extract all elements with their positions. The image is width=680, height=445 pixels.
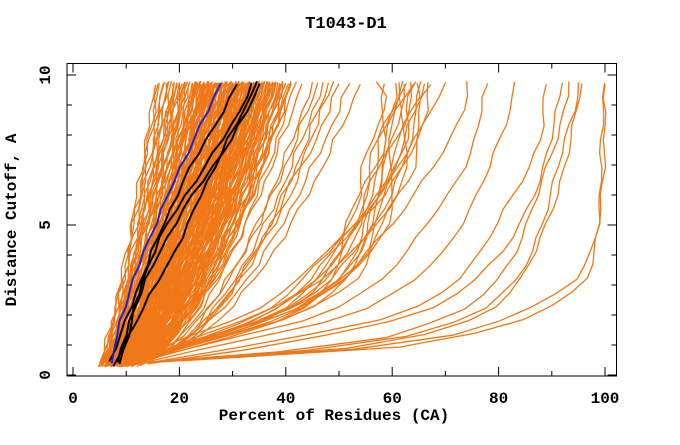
prediction-curve <box>136 82 330 365</box>
x-tick-label: 0 <box>68 390 78 408</box>
prediction-curve <box>120 82 244 365</box>
prediction-curve <box>117 82 429 366</box>
prediction-curve <box>121 81 469 368</box>
prediction-curve <box>141 83 606 364</box>
prediction-curve <box>128 83 351 364</box>
prediction-curve <box>98 83 165 364</box>
prediction-curves-orange <box>97 80 607 368</box>
prediction-curve <box>126 84 262 362</box>
model-curves-black <box>108 80 261 367</box>
chart-title: T1043-D1 <box>305 15 387 34</box>
x-axis-label: Percent of Residues (CA) <box>219 407 449 425</box>
axis-tick-labels: 0 20 40 60 80 100 0 5 10 <box>37 65 619 408</box>
prediction-curve <box>137 83 489 364</box>
reference-curve <box>110 82 222 364</box>
prediction-curve <box>104 83 174 363</box>
model-curve <box>112 80 259 367</box>
prediction-curve <box>128 82 275 366</box>
prediction-curve <box>123 82 446 365</box>
prediction-curve <box>156 84 547 363</box>
prediction-curve <box>120 83 303 363</box>
y-tick-label: 5 <box>37 220 55 230</box>
model-curve <box>118 82 253 365</box>
prediction-curve <box>129 84 282 362</box>
prediction-curve <box>131 80 284 368</box>
prediction-curve <box>123 82 319 365</box>
prediction-curve <box>117 83 228 363</box>
prediction-curve <box>125 83 268 363</box>
prediction-curve <box>106 81 187 366</box>
x-tick-label: 60 <box>383 390 402 408</box>
y-tick-label: 10 <box>37 65 55 84</box>
axis-ticks <box>67 63 617 376</box>
prediction-curve <box>114 82 218 364</box>
y-axis-label: Distance Cutoff, A <box>3 133 21 306</box>
model-curve <box>116 83 261 363</box>
plot-border <box>66 63 617 377</box>
prediction-curve <box>122 83 405 363</box>
prediction-curve <box>132 82 324 366</box>
prediction-curve <box>131 81 314 366</box>
x-tick-label: 20 <box>170 390 189 408</box>
prediction-curve <box>105 81 388 367</box>
prediction-curve <box>117 82 580 366</box>
prediction-curve <box>125 80 335 368</box>
prediction-curve <box>147 82 564 365</box>
prediction-curve <box>128 82 265 365</box>
prediction-curve <box>132 81 516 366</box>
prediction-curve <box>133 84 432 362</box>
model-curve-blue <box>110 82 222 364</box>
x-tick-label: 40 <box>276 390 295 408</box>
x-tick-label: 100 <box>591 390 620 408</box>
prediction-curve <box>119 81 237 367</box>
x-tick-label: 80 <box>489 390 508 408</box>
prediction-curve <box>117 81 292 367</box>
prediction-curve <box>111 81 205 367</box>
model-curve <box>108 83 238 363</box>
prediction-curve <box>116 82 224 365</box>
prediction-curve <box>99 82 160 365</box>
prediction-curve <box>138 83 287 364</box>
prediction-curve <box>107 83 183 363</box>
prediction-curve <box>129 81 269 367</box>
prediction-curve <box>134 84 361 363</box>
prediction-curve <box>112 82 401 366</box>
prediction-curve <box>104 80 404 368</box>
y-tick-label: 0 <box>37 370 55 380</box>
prediction-curve <box>101 81 166 366</box>
prediction-curve <box>126 84 257 363</box>
prediction-curve <box>150 83 583 364</box>
prediction-curve <box>118 80 233 368</box>
plot-frame <box>66 63 617 377</box>
prediction-curve <box>120 83 241 364</box>
prediction-curve <box>97 81 570 367</box>
